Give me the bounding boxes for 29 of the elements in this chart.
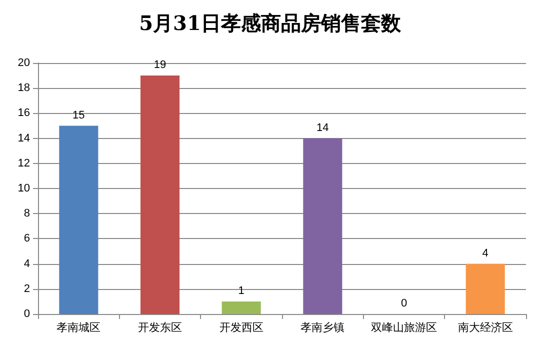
y-tick-label: 2 [24, 282, 30, 295]
data-label: 0 [400, 298, 408, 310]
y-tick-label: 18 [18, 82, 30, 94]
x-tick-label: 双峰山旅游区 [371, 321, 437, 334]
y-tick-label: 10 [18, 182, 30, 194]
x-tick-label: 孝南乡镇 [300, 321, 345, 334]
y-tick-label: 14 [18, 132, 30, 144]
y-tick-label: 8 [24, 208, 30, 220]
bar [59, 126, 98, 314]
x-tick-label: 开发西区 [219, 321, 264, 334]
chart-title: 5月31日孝感商品房销售套数 [139, 11, 402, 35]
y-tick-label: 12 [18, 157, 30, 170]
y-tick-label: 20 [18, 57, 30, 69]
bar [466, 264, 505, 314]
y-tick-label: 4 [24, 258, 30, 270]
x-tick-label: 南大经济区 [458, 321, 513, 334]
bar [222, 301, 261, 314]
bar [140, 76, 180, 314]
bar [303, 138, 342, 314]
x-tick-label: 孝南城区 [56, 321, 101, 334]
data-label: 1 [238, 284, 244, 297]
data-label: 14 [316, 122, 329, 134]
y-tick-label: 16 [18, 107, 30, 120]
data-label: 15 [72, 109, 85, 122]
data-label: 19 [154, 59, 166, 72]
data-label: 4 [482, 247, 488, 260]
y-tick-label: 0 [24, 308, 30, 320]
x-tick-label: 开发东区 [138, 321, 182, 334]
y-tick-label: 6 [24, 232, 30, 245]
